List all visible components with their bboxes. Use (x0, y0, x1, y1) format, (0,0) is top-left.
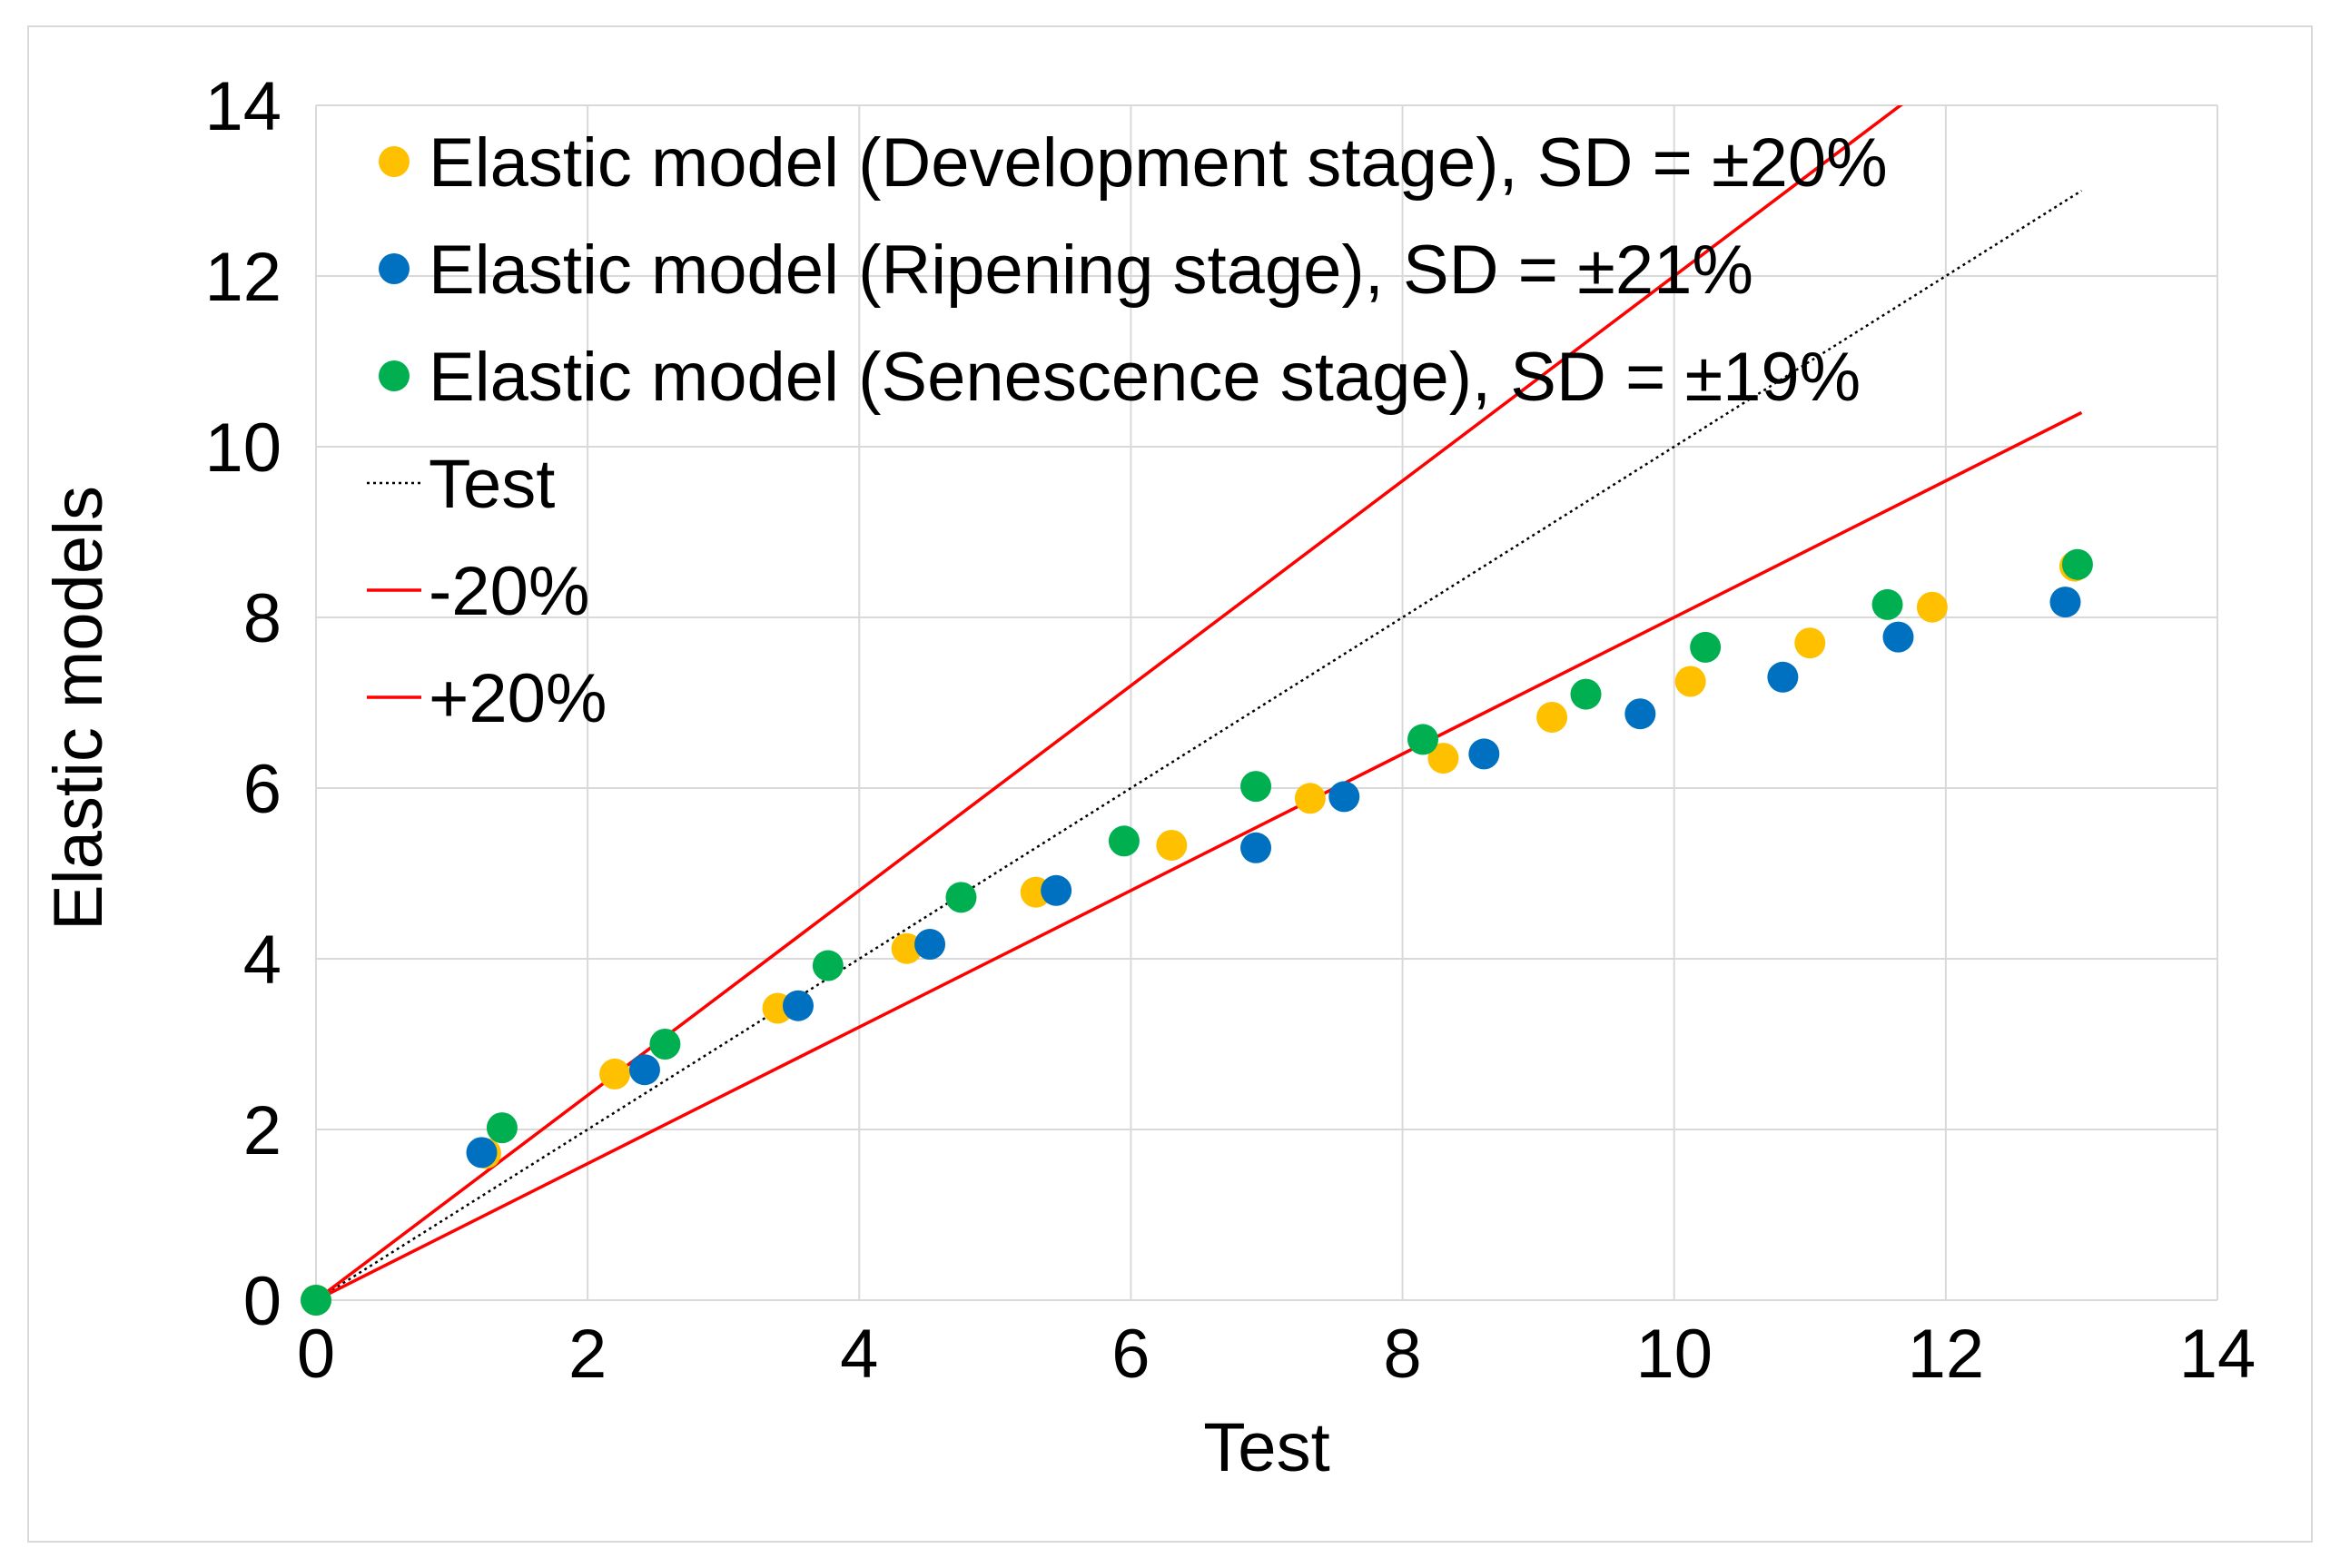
data-point (1916, 591, 1948, 623)
tick-labels: 0 2 4 6 8 10 12 14 0 2 4 6 8 10 12 14 (204, 68, 2256, 1393)
grid (315, 104, 2218, 1301)
x-tick-label: 8 (1383, 1316, 1421, 1393)
legend-label: Test (429, 446, 555, 523)
legend-label: Elastic model (Development stage), SD = … (429, 124, 1888, 202)
x-tick-label: 14 (2179, 1316, 2256, 1393)
legend: Elastic model (Development stage), SD = … (367, 124, 1888, 737)
data-point (486, 1112, 518, 1144)
series-line (316, 410, 2083, 1300)
data-point (649, 1029, 681, 1060)
data-point (1536, 701, 1568, 733)
x-tick-label: 10 (1635, 1316, 1713, 1393)
legend-label: +20% (429, 660, 607, 737)
y-tick-label: 0 (243, 1263, 281, 1340)
y-tick-label: 10 (204, 409, 281, 487)
legend-marker (379, 360, 410, 391)
legend-label: Elastic model (Ripening stage), SD = ±21… (429, 232, 1753, 309)
x-tick-label: 12 (1908, 1316, 1985, 1393)
data-point (1674, 666, 1706, 697)
legend-label: Elastic model (Senescence stage), SD = ±… (429, 339, 1861, 416)
y-tick-label: 6 (243, 751, 281, 828)
data-point (782, 990, 814, 1021)
data-point (599, 1058, 631, 1090)
data-point (1690, 631, 1722, 663)
data-point (628, 1054, 660, 1086)
chart-frame: 0 2 4 6 8 10 12 14 0 2 4 6 8 10 12 14 Test Elastic mode… (27, 25, 2313, 1543)
y-tick-label: 14 (204, 68, 281, 145)
x-tick-label: 6 (1111, 1316, 1150, 1393)
y-axis-title: Elastic models (40, 486, 117, 931)
data-point (1041, 874, 1072, 906)
data-point (1108, 825, 1140, 857)
series-line (316, 189, 2083, 1300)
data-point (301, 1285, 331, 1316)
data-point (1328, 781, 1360, 813)
data-point (1407, 724, 1439, 755)
data-point (2061, 548, 2093, 580)
legend-marker (379, 253, 410, 284)
y-tick-label: 2 (243, 1092, 281, 1169)
data-point (1294, 783, 1326, 814)
y-tick-label: 4 (243, 922, 281, 999)
y-tick-label: 8 (243, 580, 281, 657)
scatter-chart: 0 2 4 6 8 10 12 14 0 2 4 6 8 10 12 14 Test Elastic mode… (40, 68, 2256, 1486)
data-point (1156, 829, 1188, 861)
x-tick-label: 2 (568, 1316, 607, 1393)
legend-label: -20% (429, 553, 589, 630)
data-point (1468, 738, 1500, 770)
data-points (301, 548, 2093, 1316)
data-point (1240, 771, 1272, 803)
data-point (1624, 698, 1656, 730)
data-point (2049, 587, 2081, 618)
x-tick-label: 0 (297, 1316, 335, 1393)
legend-marker (379, 146, 410, 177)
data-point (1871, 588, 1903, 620)
data-point (1767, 661, 1799, 693)
data-point (1882, 621, 1914, 653)
data-point (1794, 627, 1826, 659)
data-point (891, 932, 923, 964)
data-point (1240, 832, 1272, 863)
data-point (812, 950, 844, 981)
data-point (1570, 678, 1602, 710)
y-tick-label: 12 (204, 239, 281, 316)
data-point (1427, 743, 1459, 774)
data-point (945, 882, 977, 913)
x-axis-title: Test (1203, 1409, 1329, 1486)
x-tick-label: 4 (840, 1316, 878, 1393)
data-point (466, 1137, 498, 1169)
data-point (914, 929, 946, 961)
